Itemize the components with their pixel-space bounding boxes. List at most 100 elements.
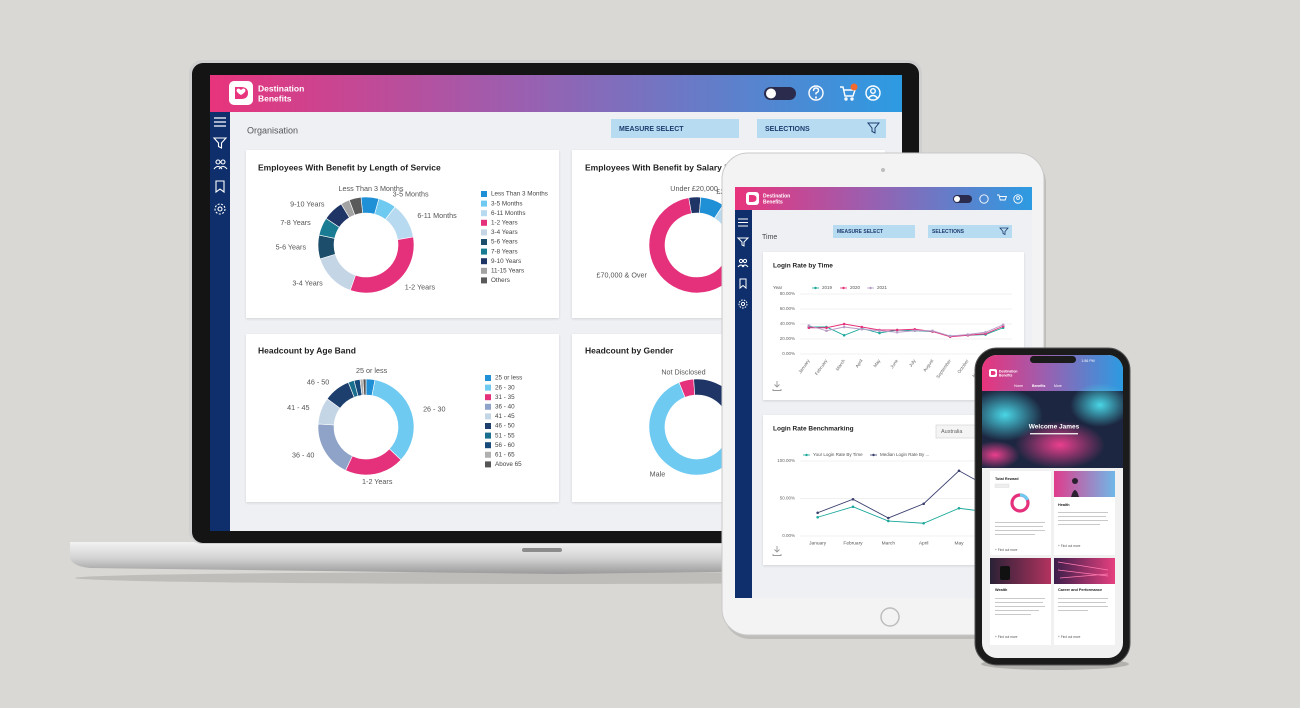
data-point bbox=[984, 330, 987, 334]
user-icon[interactable] bbox=[1016, 196, 1020, 200]
settings-icon[interactable] bbox=[214, 203, 226, 215]
logo[interactable] bbox=[749, 195, 757, 202]
slice-label: 46 - 50 bbox=[307, 378, 329, 387]
nav-link[interactable]: Benefits bbox=[1032, 384, 1045, 388]
nav-link[interactable]: More bbox=[1054, 384, 1062, 388]
help-icon[interactable] bbox=[808, 85, 824, 101]
card-body-lines bbox=[1058, 598, 1108, 599]
people-icon[interactable] bbox=[213, 165, 228, 170]
selections-label[interactable]: SELECTIONS bbox=[932, 229, 965, 235]
logo[interactable] bbox=[229, 81, 253, 105]
cart-icon[interactable] bbox=[844, 97, 848, 101]
settings-icon[interactable] bbox=[740, 301, 746, 307]
selections-filter-icon[interactable] bbox=[866, 122, 881, 134]
filter-icon[interactable] bbox=[736, 237, 750, 247]
people-icon[interactable] bbox=[737, 264, 749, 268]
help-icon[interactable] bbox=[814, 96, 818, 99]
measure-select-label[interactable]: MEASURE SELECT bbox=[837, 229, 883, 235]
user-icon[interactable] bbox=[870, 87, 877, 94]
logo[interactable] bbox=[989, 369, 997, 377]
card-image-figure bbox=[1071, 490, 1079, 497]
donut-segment bbox=[648, 382, 746, 476]
menu-icon[interactable] bbox=[214, 117, 226, 127]
bookmark-icon[interactable] bbox=[215, 180, 225, 194]
phone: 1:56 PM Destination Benefits Home Benefi… bbox=[974, 347, 1131, 670]
logo[interactable] bbox=[991, 371, 996, 375]
cart-icon[interactable] bbox=[850, 97, 854, 101]
settings-icon[interactable] bbox=[738, 299, 748, 309]
selections-filter-icon[interactable] bbox=[999, 227, 1009, 236]
user-icon[interactable] bbox=[1013, 194, 1023, 204]
filter-icon[interactable] bbox=[212, 137, 228, 149]
measure-select-button[interactable] bbox=[833, 225, 915, 238]
hero-cloud bbox=[982, 389, 1043, 441]
slice-label: 3-5 Months bbox=[393, 190, 429, 199]
selections-button[interactable] bbox=[928, 225, 1012, 238]
filter-icon[interactable] bbox=[212, 137, 228, 149]
page-title: Time bbox=[762, 234, 777, 241]
help-icon[interactable] bbox=[979, 194, 989, 204]
help-icon[interactable] bbox=[979, 194, 989, 204]
people-icon[interactable] bbox=[742, 258, 748, 264]
help-icon[interactable] bbox=[808, 85, 824, 101]
data-point bbox=[895, 328, 899, 332]
selections-filter-icon[interactable] bbox=[866, 122, 881, 134]
settings-icon[interactable] bbox=[217, 206, 223, 212]
theme-toggle[interactable] bbox=[766, 88, 776, 99]
people-icon[interactable] bbox=[213, 159, 228, 170]
user-icon[interactable] bbox=[1013, 194, 1023, 204]
card-link[interactable]: + Find out more bbox=[1058, 544, 1081, 548]
slice-label: 1-2 Years bbox=[362, 477, 393, 486]
settings-icon[interactable] bbox=[214, 203, 226, 215]
people-icon[interactable] bbox=[215, 159, 221, 165]
people-icon[interactable] bbox=[738, 258, 744, 264]
people-icon[interactable] bbox=[737, 258, 749, 268]
cart-icon[interactable] bbox=[997, 194, 1008, 201]
legend-swatch bbox=[485, 423, 491, 429]
selections-filter-icon[interactable] bbox=[999, 227, 1009, 236]
menu-icon[interactable] bbox=[738, 218, 748, 227]
menu-icon[interactable] bbox=[214, 117, 226, 127]
selections-button[interactable] bbox=[757, 119, 886, 138]
bookmark-icon[interactable] bbox=[739, 278, 747, 290]
download-icon[interactable] bbox=[772, 381, 782, 391]
legend-label: 9-10 Years bbox=[491, 258, 521, 265]
data-point bbox=[895, 330, 899, 334]
legend-swatch bbox=[485, 442, 491, 449]
people-icon[interactable] bbox=[220, 159, 226, 165]
app-header bbox=[735, 187, 1032, 210]
selections-label[interactable]: SELECTIONS bbox=[765, 126, 810, 133]
settings-icon[interactable] bbox=[738, 299, 748, 309]
legend-label: 56 - 60 bbox=[495, 442, 515, 449]
measure-select-label[interactable]: MEASURE SELECT bbox=[619, 126, 684, 133]
legend-dot bbox=[872, 453, 875, 457]
country-dropdown-label[interactable]: Australia bbox=[941, 429, 963, 435]
logo[interactable] bbox=[236, 88, 246, 96]
download-icon[interactable] bbox=[772, 546, 782, 556]
tablet-home-button[interactable] bbox=[880, 607, 900, 627]
card-link[interactable]: + Find out more bbox=[1058, 635, 1081, 639]
logo[interactable] bbox=[746, 192, 759, 205]
theme-toggle[interactable] bbox=[953, 195, 972, 203]
legend-swatch bbox=[481, 191, 487, 197]
download-icon[interactable] bbox=[772, 381, 782, 391]
data-point bbox=[887, 519, 890, 523]
download-icon[interactable] bbox=[772, 546, 782, 556]
user-icon[interactable] bbox=[865, 85, 881, 101]
bookmark-icon[interactable] bbox=[739, 278, 747, 290]
nav-link[interactable]: Home bbox=[1014, 384, 1023, 388]
user-icon[interactable] bbox=[865, 85, 881, 101]
bookmark-icon[interactable] bbox=[215, 180, 225, 194]
theme-toggle[interactable] bbox=[954, 196, 960, 202]
help-icon[interactable] bbox=[812, 87, 820, 95]
cart-icon[interactable] bbox=[997, 194, 1008, 201]
card-link[interactable]: + Find out more bbox=[995, 635, 1018, 639]
filter-icon[interactable] bbox=[736, 237, 750, 247]
user-icon[interactable] bbox=[867, 94, 879, 99]
measure-select-button[interactable] bbox=[611, 119, 739, 138]
card-link[interactable]: + Find out more bbox=[995, 548, 1018, 552]
theme-toggle[interactable] bbox=[764, 87, 796, 100]
legend-label: 1-2 Years bbox=[491, 219, 518, 226]
x-tick-label: March bbox=[835, 358, 847, 372]
menu-icon[interactable] bbox=[738, 218, 748, 227]
